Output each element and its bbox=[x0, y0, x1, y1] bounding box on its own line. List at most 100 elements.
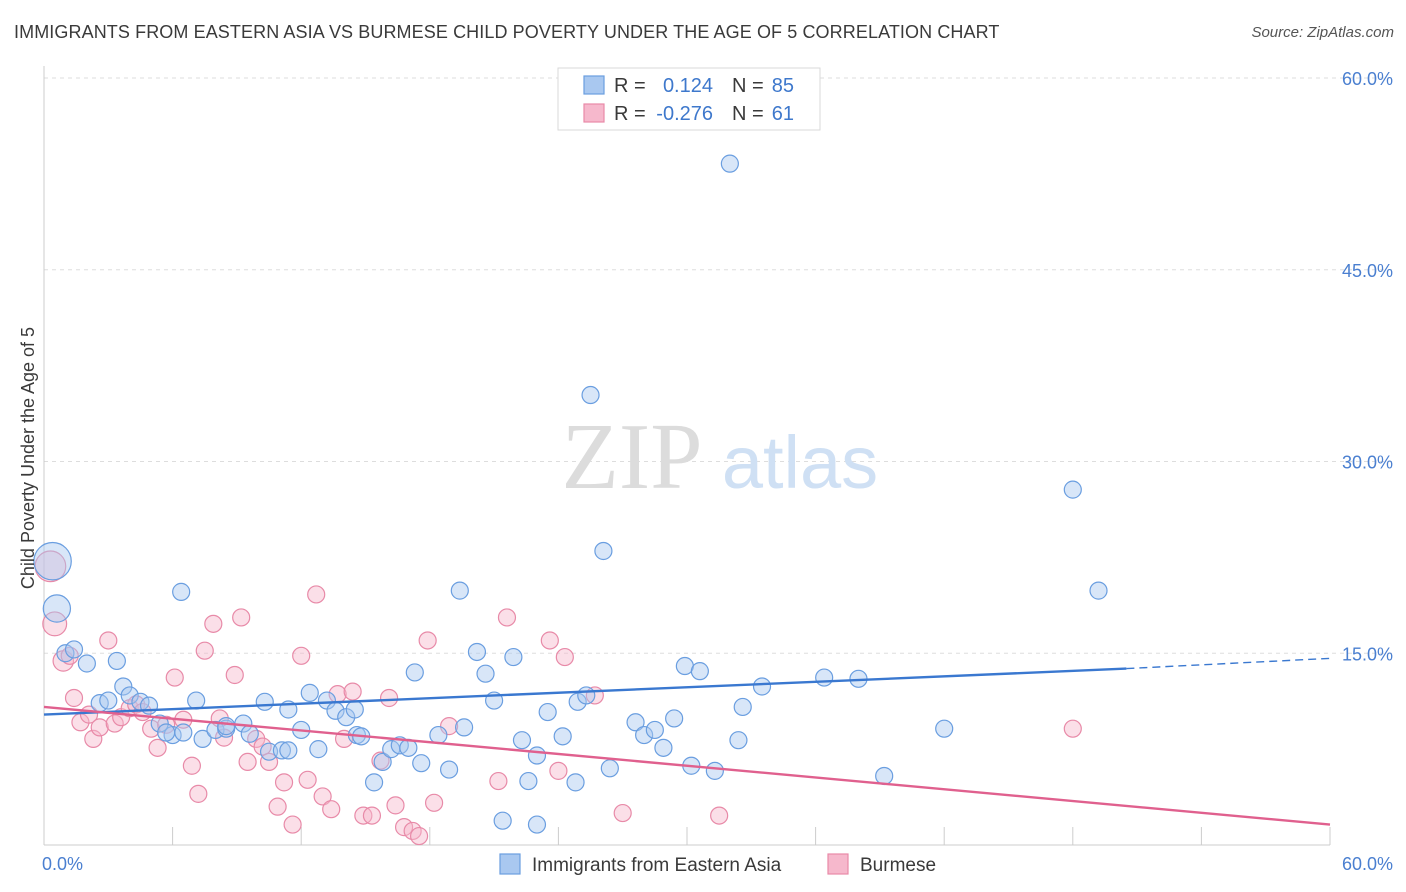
eastern-asia-point-79 bbox=[1063, 480, 1082, 499]
burmese-point-60 bbox=[613, 803, 632, 823]
burmese-point-4 bbox=[64, 688, 84, 708]
eastern-asia-point-29 bbox=[309, 740, 328, 759]
eastern-asia-point-81 bbox=[566, 773, 585, 792]
eastern-asia-point-69 bbox=[690, 662, 709, 681]
burmese-point-39 bbox=[322, 800, 341, 819]
eastern-asia-point-65 bbox=[654, 738, 673, 757]
eastern-asia-point-80 bbox=[1089, 581, 1108, 600]
burmese-point-9 bbox=[99, 631, 118, 650]
eastern-asia-point-28 bbox=[300, 683, 319, 702]
eastern-asia-trend-line bbox=[43, 667, 1127, 716]
burmese-point-50 bbox=[409, 826, 429, 846]
eastern-asia-point-0 bbox=[33, 541, 72, 581]
eastern-asia-point-72 bbox=[733, 697, 752, 717]
legend-swatch-blue bbox=[583, 75, 605, 95]
burmese-point-51 bbox=[418, 631, 437, 650]
eastern-asia-point-5 bbox=[107, 651, 126, 671]
eastern-asia-point-78 bbox=[935, 719, 954, 738]
eastern-asia-point-71 bbox=[729, 731, 748, 750]
legend-n-label-pink: N = bbox=[732, 103, 764, 125]
eastern-asia-points bbox=[33, 154, 1108, 834]
burmese-point-42 bbox=[343, 682, 362, 701]
eastern-asia-point-8 bbox=[114, 677, 133, 696]
eastern-asia-point-44 bbox=[439, 760, 459, 779]
source-label: Source: ZipAtlas.com bbox=[1251, 24, 1394, 41]
burmese-point-15 bbox=[142, 719, 161, 738]
eastern-asia-point-36 bbox=[364, 773, 384, 792]
eastern-asia-point-64 bbox=[645, 720, 664, 740]
bottom-legend-swatch-blue bbox=[499, 853, 521, 875]
legend-r-label-pink: R = bbox=[614, 103, 646, 125]
eastern-asia-point-61 bbox=[600, 759, 619, 778]
legend-swatch-pink bbox=[583, 103, 605, 123]
burmese-point-18 bbox=[165, 668, 184, 687]
burmese-point-21 bbox=[189, 784, 208, 803]
watermark: ZIP atlas bbox=[562, 405, 879, 509]
eastern-asia-point-4 bbox=[77, 654, 96, 673]
eastern-asia-point-75 bbox=[815, 668, 834, 687]
burmese-point-32 bbox=[268, 797, 287, 816]
eastern-asia-point-48 bbox=[476, 664, 495, 683]
eastern-asia-trend-extension bbox=[1126, 657, 1331, 670]
burmese-point-16 bbox=[148, 738, 167, 757]
burmese-point-8 bbox=[90, 718, 109, 737]
burmese-point-17 bbox=[157, 715, 176, 734]
x-tick-label-0: 0.0% bbox=[42, 854, 83, 874]
eastern-asia-point-11 bbox=[139, 696, 159, 715]
burmese-point-37 bbox=[307, 585, 326, 604]
bottom-legend-label-pink: Burmese bbox=[860, 855, 936, 876]
eastern-asia-point-54 bbox=[527, 746, 547, 765]
eastern-asia-point-58 bbox=[577, 686, 596, 705]
eastern-asia-point-50 bbox=[493, 811, 512, 830]
eastern-asia-point-77 bbox=[875, 766, 894, 786]
eastern-asia-point-23 bbox=[259, 742, 279, 761]
eastern-asia-point-63 bbox=[635, 725, 654, 745]
eastern-asia-point-84 bbox=[217, 717, 236, 736]
chart-title: IMMIGRANTS FROM EASTERN ASIA VS BURMESE … bbox=[14, 22, 1000, 42]
burmese-point-1 bbox=[42, 611, 68, 637]
burmese-point-33 bbox=[274, 773, 294, 792]
burmese-point-28 bbox=[238, 752, 257, 772]
burmese-point-22 bbox=[195, 641, 214, 660]
legend-n-value-pink: 61 bbox=[772, 103, 794, 125]
eastern-asia-point-47 bbox=[467, 642, 487, 662]
eastern-asia-point-74 bbox=[720, 154, 739, 173]
eastern-asia-point-73 bbox=[752, 677, 772, 696]
burmese-point-26 bbox=[225, 665, 244, 685]
y-tick-label-1: 30.0% bbox=[1342, 453, 1393, 473]
eastern-asia-point-41 bbox=[405, 663, 424, 682]
legend-r-value-blue: 0.124 bbox=[663, 75, 713, 97]
x-tick-labels: 0.0% 60.0% bbox=[42, 854, 1393, 874]
bottom-legend-label-blue: Immigrants from Eastern Asia bbox=[532, 855, 782, 876]
eastern-asia-point-62 bbox=[626, 713, 645, 732]
burmese-point-56 bbox=[540, 631, 559, 650]
eastern-asia-point-16 bbox=[187, 691, 206, 710]
eastern-asia-point-33 bbox=[345, 700, 364, 719]
burmese-point-35 bbox=[292, 646, 311, 665]
grid-lines bbox=[44, 77, 1392, 654]
eastern-asia-point-66 bbox=[665, 709, 684, 728]
eastern-asia-point-2 bbox=[56, 644, 75, 663]
eastern-asia-point-51 bbox=[504, 647, 523, 667]
eastern-asia-point-22 bbox=[255, 692, 274, 711]
legend-r-value-pink: -0.276 bbox=[656, 103, 713, 125]
bottom-legend: Immigrants from Eastern Asia Burmese bbox=[499, 853, 936, 876]
eastern-asia-point-56 bbox=[553, 727, 572, 746]
eastern-asia-point-42 bbox=[412, 754, 431, 773]
burmese-point-58 bbox=[555, 647, 574, 667]
eastern-asia-point-14 bbox=[174, 723, 193, 742]
eastern-asia-point-82 bbox=[172, 582, 191, 601]
legend-n-value-blue: 85 bbox=[772, 75, 794, 97]
burmese-point-7 bbox=[84, 729, 103, 748]
eastern-asia-point-15 bbox=[157, 723, 176, 742]
eastern-asia-point-46 bbox=[450, 581, 469, 600]
legend-n-label-blue: N = bbox=[732, 75, 764, 97]
eastern-asia-point-59 bbox=[581, 385, 600, 405]
trend-lines bbox=[43, 657, 1331, 826]
eastern-asia-point-21 bbox=[240, 724, 259, 743]
eastern-asia-point-1 bbox=[42, 594, 72, 623]
eastern-asia-point-60 bbox=[594, 541, 613, 561]
burmese-point-36 bbox=[298, 770, 317, 789]
eastern-asia-point-52 bbox=[512, 731, 532, 750]
eastern-asia-point-26 bbox=[279, 741, 298, 760]
